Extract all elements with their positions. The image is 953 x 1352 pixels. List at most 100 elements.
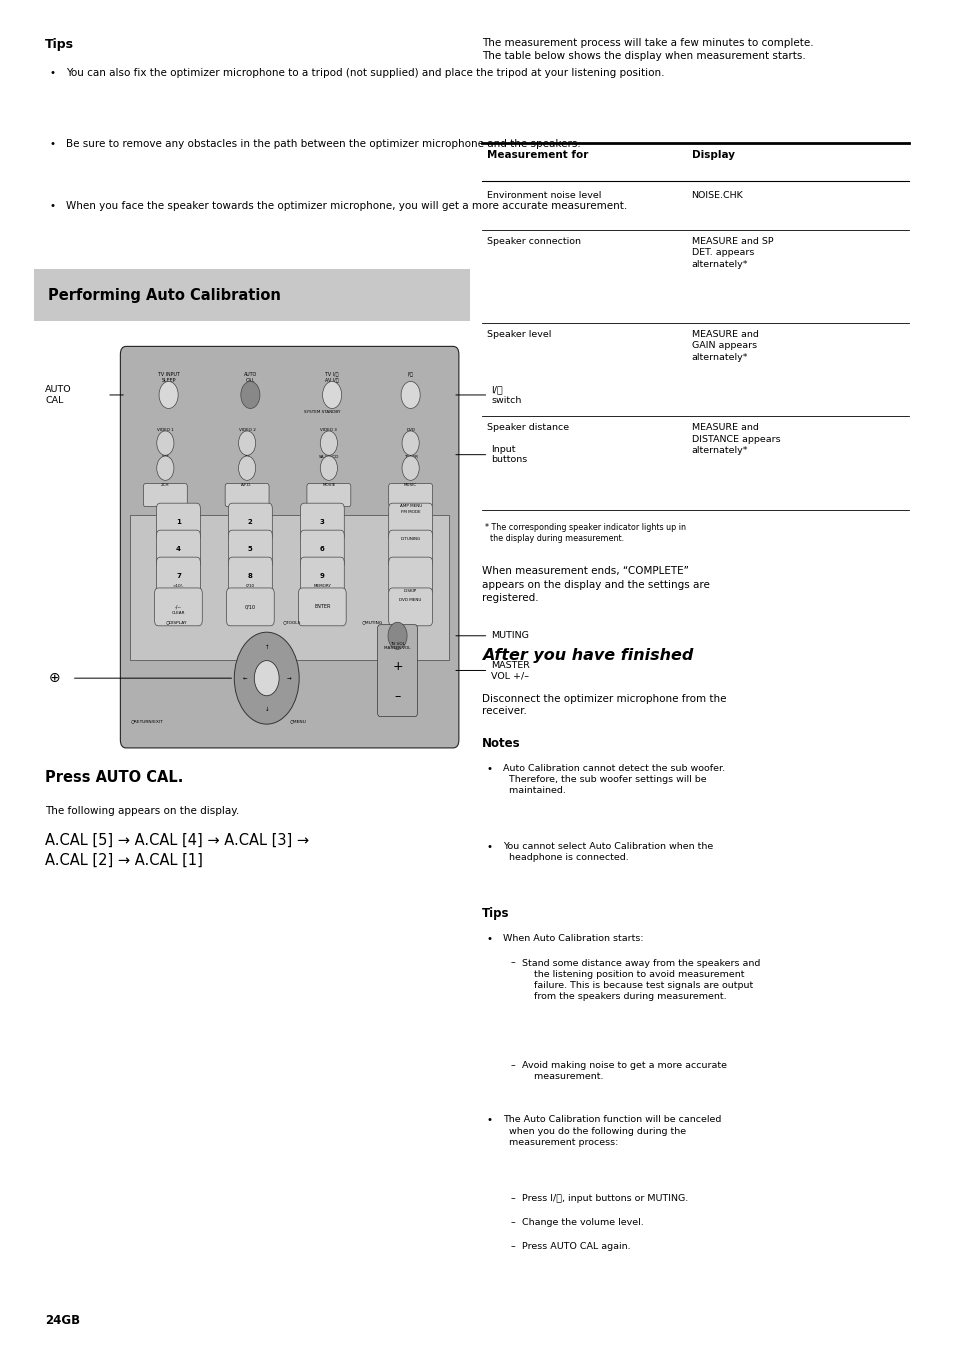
Text: After you have finished: After you have finished xyxy=(481,648,693,662)
Text: –: – xyxy=(510,1061,515,1071)
Text: SYSTEM STANDBY: SYSTEM STANDBY xyxy=(304,410,340,414)
FancyBboxPatch shape xyxy=(33,269,470,320)
Text: MUSIC: MUSIC xyxy=(404,484,416,488)
Text: -/--: -/-- xyxy=(174,604,182,610)
Text: –: – xyxy=(510,1218,515,1228)
Text: MEASURE and
GAIN appears
alternately*: MEASURE and GAIN appears alternately* xyxy=(691,330,758,362)
Circle shape xyxy=(156,431,173,456)
Text: –: – xyxy=(510,959,515,968)
Text: •: • xyxy=(486,934,492,944)
Circle shape xyxy=(238,456,255,480)
Text: 4: 4 xyxy=(175,546,181,552)
Text: Speaker connection: Speaker connection xyxy=(486,237,580,246)
Text: Measurement for: Measurement for xyxy=(486,150,587,160)
FancyBboxPatch shape xyxy=(388,588,432,626)
Text: The measurement process will take a few minutes to complete.
The table below sho: The measurement process will take a few … xyxy=(481,38,813,61)
Text: AUTO
CAL: AUTO CAL xyxy=(45,385,71,404)
Text: MOVIE: MOVIE xyxy=(322,484,335,488)
Text: The Auto Calibration function will be canceled
  when you do the following durin: The Auto Calibration function will be ca… xyxy=(502,1115,720,1146)
Text: •: • xyxy=(486,764,492,773)
Circle shape xyxy=(156,456,173,480)
Text: ⊕: ⊕ xyxy=(49,671,60,685)
Text: Speaker distance: Speaker distance xyxy=(486,423,568,433)
Text: 24GB: 24GB xyxy=(45,1314,80,1328)
Circle shape xyxy=(234,633,299,725)
Text: Notes: Notes xyxy=(481,737,519,750)
FancyBboxPatch shape xyxy=(228,503,272,541)
Text: Disconnect the optimizer microphone from the
receiver.: Disconnect the optimizer microphone from… xyxy=(481,694,725,717)
Text: >10/-: >10/- xyxy=(172,584,184,588)
FancyBboxPatch shape xyxy=(143,484,187,507)
Text: You cannot select Auto Calibration when the
  headphone is connected.: You cannot select Auto Calibration when … xyxy=(502,842,712,863)
Text: 7: 7 xyxy=(175,573,181,579)
FancyBboxPatch shape xyxy=(228,530,272,568)
Text: ↑: ↑ xyxy=(264,645,269,649)
Text: Be sure to remove any obstacles in the path between the optimizer microphone and: Be sure to remove any obstacles in the p… xyxy=(66,139,580,149)
Text: 5: 5 xyxy=(248,546,253,552)
FancyBboxPatch shape xyxy=(307,484,351,507)
Text: Performing Auto Calibration: Performing Auto Calibration xyxy=(48,288,280,303)
Text: 0/10: 0/10 xyxy=(246,584,254,588)
Text: •: • xyxy=(50,68,55,77)
Text: Speaker level: Speaker level xyxy=(486,330,550,339)
Text: Tips: Tips xyxy=(481,907,509,921)
Text: 0/10: 0/10 xyxy=(245,604,255,610)
FancyBboxPatch shape xyxy=(300,557,344,595)
Text: DVD: DVD xyxy=(406,427,415,431)
FancyBboxPatch shape xyxy=(226,588,274,626)
FancyBboxPatch shape xyxy=(154,588,202,626)
Text: AMP MENU: AMP MENU xyxy=(399,504,421,508)
Text: Tips: Tips xyxy=(45,38,74,51)
Text: ↓: ↓ xyxy=(264,707,269,711)
Text: When Auto Calibration starts:: When Auto Calibration starts: xyxy=(502,934,642,944)
Text: TUNER: TUNER xyxy=(403,456,417,460)
Text: Press AUTO CAL again.: Press AUTO CAL again. xyxy=(521,1242,630,1252)
Text: NOISE.CHK: NOISE.CHK xyxy=(691,191,742,200)
Text: TV: TV xyxy=(244,456,250,460)
FancyBboxPatch shape xyxy=(298,588,346,626)
Text: I/⏽
switch: I/⏽ switch xyxy=(491,385,521,404)
Text: –: – xyxy=(510,1194,515,1203)
Text: VIDEO 1: VIDEO 1 xyxy=(157,427,173,431)
FancyBboxPatch shape xyxy=(388,503,432,541)
Text: TV I/⏽
AV I/⏽: TV I/⏽ AV I/⏽ xyxy=(325,372,338,383)
Text: * The corresponding speaker indicator lights up in
  the display during measurem: * The corresponding speaker indicator li… xyxy=(484,523,685,544)
Text: •: • xyxy=(486,842,492,852)
Text: Environment noise level: Environment noise level xyxy=(486,191,600,200)
Circle shape xyxy=(254,661,279,696)
Text: •: • xyxy=(50,201,55,211)
Text: –: – xyxy=(394,690,400,703)
Circle shape xyxy=(388,622,407,649)
Text: The following appears on the display.: The following appears on the display. xyxy=(45,806,239,817)
FancyBboxPatch shape xyxy=(156,530,200,568)
Text: ○RETURN/EXIT: ○RETURN/EXIT xyxy=(131,719,163,723)
Text: Display: Display xyxy=(691,150,734,160)
Circle shape xyxy=(238,431,255,456)
Text: ←: ← xyxy=(242,676,247,680)
Text: MEMORY: MEMORY xyxy=(313,584,331,588)
FancyBboxPatch shape xyxy=(225,484,269,507)
Text: CLEAR: CLEAR xyxy=(172,611,185,615)
Text: 1: 1 xyxy=(175,519,181,525)
Text: A.F.D.: A.F.D. xyxy=(241,484,253,488)
Text: Avoid making noise to get a more accurate
    measurement.: Avoid making noise to get a more accurat… xyxy=(521,1061,726,1082)
Text: 8: 8 xyxy=(248,573,253,579)
Text: •: • xyxy=(50,139,55,149)
Text: I/⏽: I/⏽ xyxy=(407,372,414,377)
Text: MEASURE and SP
DET. appears
alternately*: MEASURE and SP DET. appears alternately* xyxy=(691,237,773,269)
Text: VIDEO 3: VIDEO 3 xyxy=(320,427,337,431)
Text: Change the volume level.: Change the volume level. xyxy=(521,1218,643,1228)
Text: Press AUTO CAL.: Press AUTO CAL. xyxy=(45,769,183,784)
Circle shape xyxy=(159,381,178,408)
Text: SAT: SAT xyxy=(161,456,169,460)
Circle shape xyxy=(320,456,337,480)
Text: •: • xyxy=(486,1115,492,1125)
FancyBboxPatch shape xyxy=(228,557,272,595)
Text: ENTER: ENTER xyxy=(314,604,330,610)
Text: ○MENU: ○MENU xyxy=(290,719,306,723)
Circle shape xyxy=(240,381,259,408)
FancyBboxPatch shape xyxy=(130,515,449,660)
Text: 2CH: 2CH xyxy=(161,484,170,488)
Circle shape xyxy=(320,431,337,456)
Circle shape xyxy=(401,431,418,456)
